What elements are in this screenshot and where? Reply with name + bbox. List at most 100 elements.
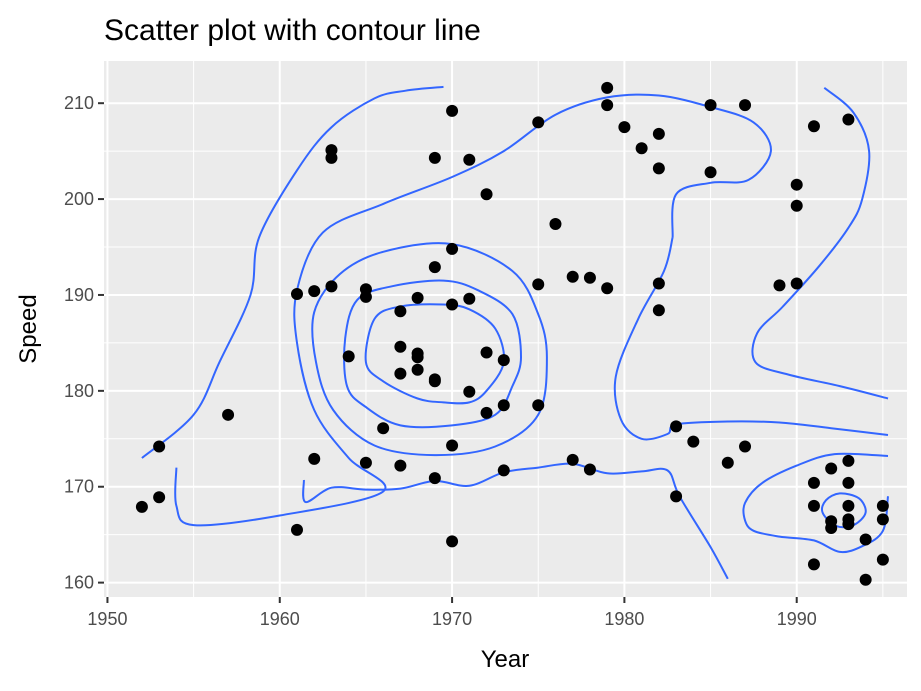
contour-line [364, 303, 506, 405]
data-point [463, 153, 476, 166]
chart-title: Scatter plot with contour line [104, 14, 481, 47]
y-tick-label: 190 [64, 285, 94, 305]
data-point [532, 116, 545, 129]
data-point [807, 499, 820, 512]
data-point [583, 463, 596, 476]
data-point [825, 521, 838, 534]
data-point [601, 99, 614, 112]
x-tick-label: 1990 [777, 609, 817, 629]
data-point [876, 499, 889, 512]
data-point [618, 121, 631, 134]
data-point [290, 523, 303, 536]
data-point [670, 420, 683, 433]
contour-line [742, 452, 889, 554]
data-point [153, 491, 166, 504]
data-point [842, 499, 855, 512]
data-point [446, 439, 459, 452]
data-point [222, 408, 235, 421]
data-point [463, 292, 476, 305]
data-point [428, 261, 441, 274]
x-axis-title: Year [481, 646, 530, 673]
data-point [394, 459, 407, 472]
data-point [601, 81, 614, 94]
data-points [135, 81, 889, 586]
data-point [359, 456, 372, 469]
data-point [601, 282, 614, 295]
x-tick-label: 1950 [87, 609, 127, 629]
y-tick-label: 160 [64, 573, 94, 593]
contour-line [302, 462, 729, 580]
data-point [325, 280, 338, 293]
x-axis: 1950 1960 1970 1980 1990 [87, 597, 817, 629]
data-point [566, 270, 579, 283]
data-point [308, 285, 321, 298]
data-point [446, 535, 459, 548]
data-point [497, 399, 510, 412]
data-point [325, 151, 338, 164]
x-tick-label: 1960 [260, 609, 300, 629]
data-point [428, 151, 441, 164]
data-point [842, 518, 855, 531]
x-tick-label: 1970 [432, 609, 472, 629]
data-point [825, 462, 838, 475]
data-point [739, 99, 752, 112]
contour-line [141, 85, 444, 459]
data-point [687, 435, 700, 448]
data-point [411, 363, 424, 376]
data-point [446, 104, 459, 117]
data-point [428, 375, 441, 388]
data-point [721, 456, 734, 469]
data-point [583, 271, 596, 284]
data-point [566, 453, 579, 466]
data-point [394, 367, 407, 380]
data-point [532, 278, 545, 291]
data-point [807, 558, 820, 571]
data-point [497, 464, 510, 477]
y-tick-label: 180 [64, 381, 94, 401]
data-point [842, 476, 855, 489]
data-point [463, 385, 476, 398]
data-point [377, 422, 390, 435]
data-point [480, 406, 493, 419]
data-point [807, 476, 820, 489]
data-point [480, 346, 493, 359]
data-point [876, 553, 889, 566]
y-tick-label: 170 [64, 477, 94, 497]
data-point [652, 277, 665, 290]
data-point [290, 288, 303, 301]
contour-line [820, 492, 867, 529]
data-point [394, 340, 407, 353]
data-point [411, 291, 424, 304]
y-axis-title: Speed [15, 294, 42, 363]
y-tick-label: 210 [64, 93, 94, 113]
contour-line [613, 237, 889, 441]
data-point [135, 500, 148, 513]
contour-lines [141, 85, 889, 580]
data-point [635, 142, 648, 155]
data-point [859, 533, 872, 546]
data-point [532, 399, 545, 412]
y-tick-label: 200 [64, 189, 94, 209]
data-point [428, 472, 441, 485]
data-point [773, 279, 786, 292]
contour-line [343, 279, 523, 429]
data-point [790, 178, 803, 191]
data-point [652, 304, 665, 317]
plot-panel [104, 61, 907, 597]
y-axis: 160 170 180 190 200 210 [64, 93, 104, 593]
data-point [790, 277, 803, 290]
data-point [394, 305, 407, 318]
data-point [790, 199, 803, 212]
data-point [153, 440, 166, 453]
contour-line [174, 93, 772, 527]
data-point [652, 162, 665, 175]
contour-line [311, 242, 548, 457]
data-point [308, 452, 321, 465]
data-point [859, 573, 872, 586]
data-point [807, 120, 820, 133]
data-point [480, 188, 493, 201]
data-point [446, 242, 459, 255]
data-point [739, 440, 752, 453]
major-gridlines [104, 61, 907, 597]
